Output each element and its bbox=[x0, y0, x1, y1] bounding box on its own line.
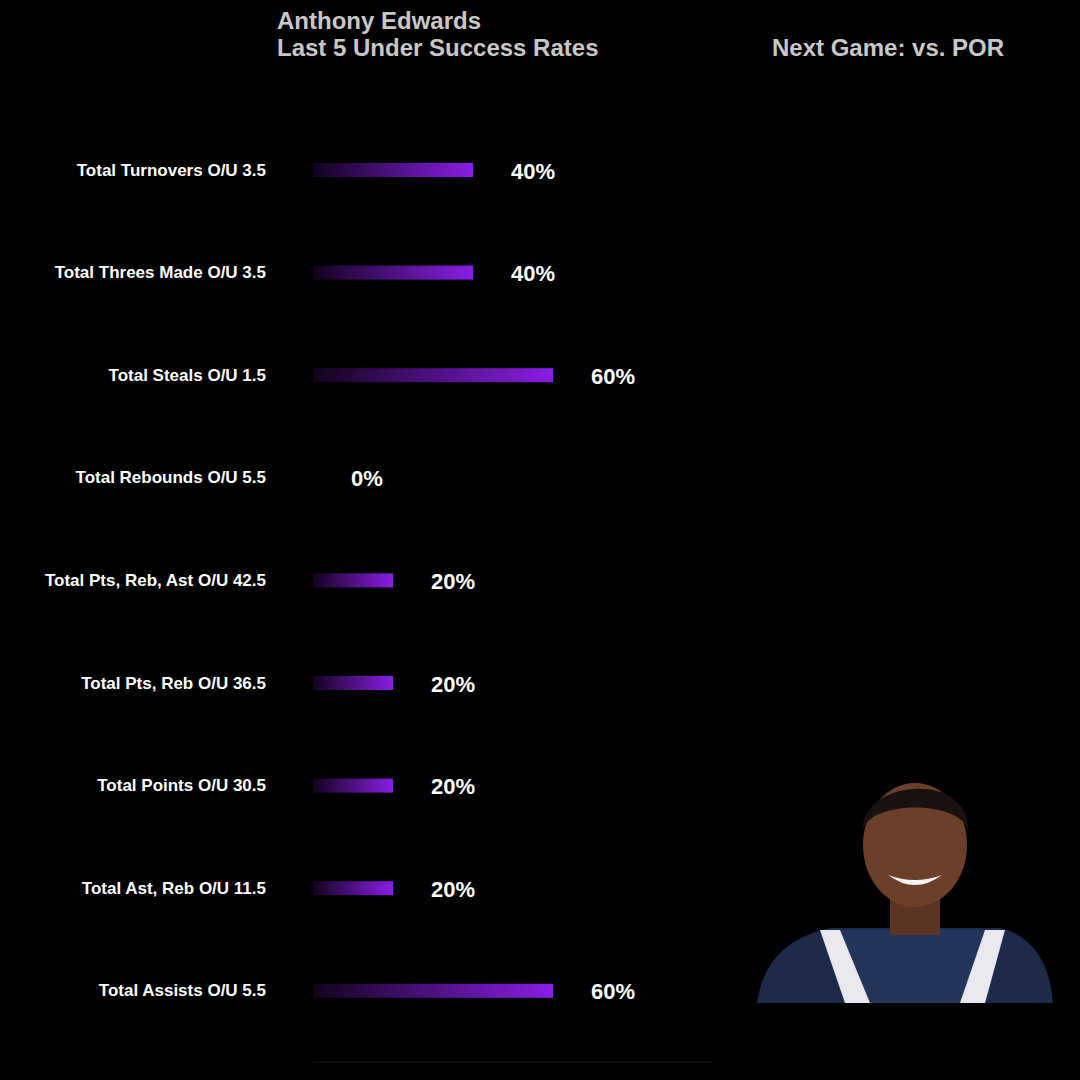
category-label: Total Pts, Reb O/U 36.5 bbox=[81, 674, 266, 693]
data-label: 40% bbox=[511, 261, 555, 286]
category-label: Total Threes Made O/U 3.5 bbox=[55, 263, 266, 282]
bar bbox=[313, 984, 553, 998]
photo-jersey bbox=[757, 928, 1053, 1003]
data-label: 40% bbox=[511, 159, 555, 184]
data-label: 20% bbox=[431, 569, 475, 594]
category-label: Total Ast, Reb O/U 11.5 bbox=[82, 879, 266, 898]
photo-jersey-trim bbox=[820, 930, 1005, 1003]
data-label: 60% bbox=[591, 979, 635, 1004]
category-label: Total Rebounds O/U 5.5 bbox=[76, 468, 266, 487]
category-label: Total Assists O/U 5.5 bbox=[99, 981, 266, 1000]
photo-hair bbox=[863, 789, 968, 830]
bar bbox=[313, 163, 473, 177]
bar bbox=[313, 573, 393, 587]
data-label: 20% bbox=[431, 672, 475, 697]
data-label: 20% bbox=[431, 774, 475, 799]
title: Anthony Edwards bbox=[277, 7, 481, 34]
data-label: 60% bbox=[591, 364, 635, 389]
category-label: Total Pts, Reb, Ast O/U 42.5 bbox=[45, 571, 266, 590]
bar bbox=[313, 779, 393, 793]
chart-svg: Anthony EdwardsLast 5 Under Success Rate… bbox=[0, 0, 1080, 1080]
category-label: Total Points O/U 30.5 bbox=[97, 776, 266, 795]
category-label: Total Turnovers O/U 3.5 bbox=[77, 161, 266, 180]
bars bbox=[313, 163, 553, 998]
bar bbox=[313, 676, 393, 690]
bar bbox=[313, 471, 314, 485]
bar bbox=[313, 368, 553, 382]
data-label: 20% bbox=[431, 877, 475, 902]
photo-smile bbox=[888, 875, 942, 885]
bar bbox=[313, 266, 473, 280]
chart-container: Anthony EdwardsLast 5 Under Success Rate… bbox=[0, 0, 1080, 1080]
annotation: Next Game: vs. POR bbox=[772, 34, 1004, 61]
photo-jersey-front bbox=[840, 930, 985, 1003]
x-axis-line bbox=[313, 1062, 713, 1063]
player-photo bbox=[757, 783, 1053, 1003]
bar bbox=[313, 881, 393, 895]
category-label: Total Steals O/U 1.5 bbox=[109, 366, 266, 385]
subtitle: Last 5 Under Success Rates bbox=[277, 34, 598, 61]
data-label: 0% bbox=[351, 466, 383, 491]
background bbox=[0, 0, 1080, 1080]
